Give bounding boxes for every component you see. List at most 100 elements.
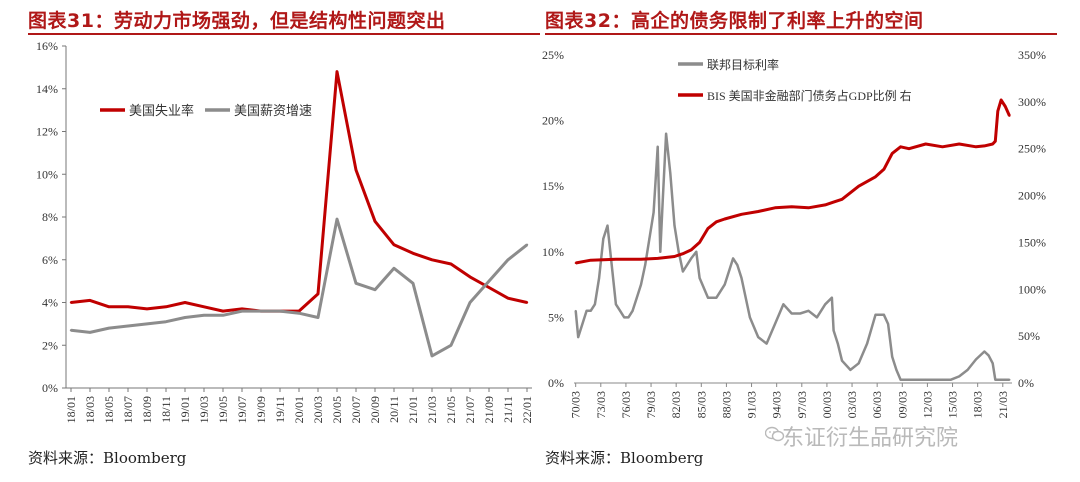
unemployment-point — [411, 252, 415, 255]
debt-gdp-point — [723, 218, 726, 220]
left-y-tick-label: 4% — [42, 296, 58, 310]
unemployment-point — [202, 305, 206, 308]
right-right-y-tick-label: 300% — [1018, 95, 1046, 109]
unemployment-point — [506, 297, 510, 300]
fed-rate-point — [773, 322, 776, 325]
left-x-tick-label: 18/03 — [83, 396, 97, 423]
fed-rate-point — [891, 355, 894, 358]
fed-rate-point — [924, 378, 927, 381]
debt-gdp-point — [698, 241, 701, 244]
left-y-tick-label: 12% — [36, 125, 58, 139]
right-x-tick-label: 97/03 — [795, 391, 809, 418]
right-left-y-tick-label: 15% — [542, 179, 564, 193]
right-x-tick-label: 03/03 — [845, 391, 859, 418]
fed-rate-point — [874, 313, 877, 316]
debt-gdp-point — [958, 143, 961, 146]
fed-rate-point — [631, 309, 634, 312]
right-x-tick-label: 73/03 — [594, 391, 608, 418]
left-legend-label: 美国失业率 — [129, 103, 194, 118]
fed-rate-point — [652, 211, 655, 214]
fed-target-rate-line — [574, 132, 1010, 381]
right-x-tick-label: 21/03 — [996, 391, 1010, 418]
fed-rate-point — [799, 312, 802, 315]
debt-gdp-point — [1004, 105, 1007, 108]
fed-rate-point — [958, 375, 961, 378]
left-x-tick-label: 19/07 — [235, 396, 249, 423]
fed-rate-point — [882, 313, 885, 316]
watermark-text: 东证衍生品研究院 — [782, 426, 959, 451]
left-chart: 0% 2% 4% 6% 8% 10% 12% 14% 16% 18/01 18/03 18/05 18/… — [36, 39, 534, 423]
wage-growth-point — [335, 217, 339, 221]
left-chart-title: 图表31：劳动力市场强劲，但是结构性问题突出 — [28, 10, 446, 32]
left-x-tick-label: 20/05 — [330, 396, 344, 423]
wechat-icon — [765, 426, 785, 442]
fed-rate-point — [1004, 378, 1007, 381]
unemployment-point — [107, 305, 111, 308]
right-left-y-tick-label: 20% — [542, 114, 564, 128]
right-chart: 0% 5% 10% 15% 20% 25% 0% 50% 100% 150% 200% 250% 300… — [542, 48, 1046, 418]
wage-growth-point — [487, 279, 491, 283]
left-x-tick-label: 20/09 — [368, 396, 382, 423]
debt-gdp-point — [899, 145, 902, 148]
wage-growth-point — [354, 282, 358, 285]
fed-rate-point — [690, 257, 693, 260]
fed-rate-point — [606, 224, 609, 227]
debt-gdp-point — [832, 201, 835, 204]
fed-rate-point — [623, 316, 626, 319]
left-x-tick-label: 19/09 — [254, 396, 268, 423]
unemployment-point — [221, 309, 225, 313]
fed-rate-point — [577, 336, 580, 339]
fed-rate-point — [824, 303, 827, 306]
right-legend-label: BIS 美国非金融部门债务占GDP比例 右 — [707, 88, 912, 103]
unemployment-point — [335, 70, 339, 73]
left-x-tick-label: 21/09 — [482, 396, 496, 423]
debt-gdp-point — [614, 258, 617, 261]
fed-rate-point — [840, 359, 843, 362]
wage-growth-line — [70, 217, 528, 358]
wage-growth-point — [202, 314, 206, 317]
right-right-y-tick-label: 350% — [1018, 48, 1046, 62]
fed-rate-point — [681, 270, 684, 273]
fed-rate-point — [574, 309, 577, 312]
debt-gdp-point — [681, 252, 684, 255]
fed-rate-point — [966, 368, 969, 371]
fed-rate-point — [830, 296, 833, 299]
wage-growth-point — [126, 324, 130, 328]
unemployment-point — [316, 292, 320, 296]
unemployment-point — [392, 243, 396, 246]
left-y-tick-label: 2% — [42, 338, 58, 352]
unemployment-point — [126, 305, 130, 308]
debt-gdp-point — [996, 110, 999, 113]
debt-gdp-point — [991, 143, 994, 146]
fed-rate-point — [732, 257, 735, 260]
fed-rate-point — [659, 250, 662, 253]
unemployment-point — [88, 299, 92, 302]
left-x-tick-label: 20/01 — [292, 396, 306, 423]
unemployment-point — [525, 301, 529, 304]
charts-canvas: 0% 2% 4% 6% 8% 10% 12% 14% 16% 18/01 18/03 18/05 18/… — [36, 39, 1046, 423]
fed-rate-point — [695, 250, 698, 253]
fed-rate-point — [656, 145, 659, 148]
fed-rate-point — [635, 296, 638, 299]
right-left-y-tick-label: 5% — [548, 310, 564, 324]
fed-rate-point — [987, 354, 990, 357]
fed-rate-point — [706, 296, 709, 299]
left-x-tick-label: 18/09 — [140, 396, 154, 423]
right-x-tick-label: 94/03 — [770, 391, 784, 418]
fed-rate-point — [740, 277, 743, 280]
unemployment-point — [183, 301, 187, 304]
debt-gdp-point — [840, 198, 843, 201]
wage-growth-point — [278, 309, 282, 313]
right-x-tick-label: 00/03 — [820, 391, 834, 418]
fed-rate-point — [614, 303, 617, 306]
debt-gdp-point — [1000, 98, 1003, 101]
right-x-tick-label: 12/03 — [920, 391, 934, 418]
left-source-note: 资料来源：Bloomberg — [28, 449, 187, 467]
right-x-tick-label: 82/03 — [669, 391, 683, 418]
left-x-tick-label: 18/11 — [159, 396, 173, 423]
wage-growth-point — [449, 344, 453, 347]
fed-rate-point — [782, 303, 785, 306]
fed-rate-point — [598, 277, 601, 280]
left-y-tick-label: 16% — [36, 39, 58, 53]
left-x-tick-label: 19/05 — [216, 396, 230, 423]
